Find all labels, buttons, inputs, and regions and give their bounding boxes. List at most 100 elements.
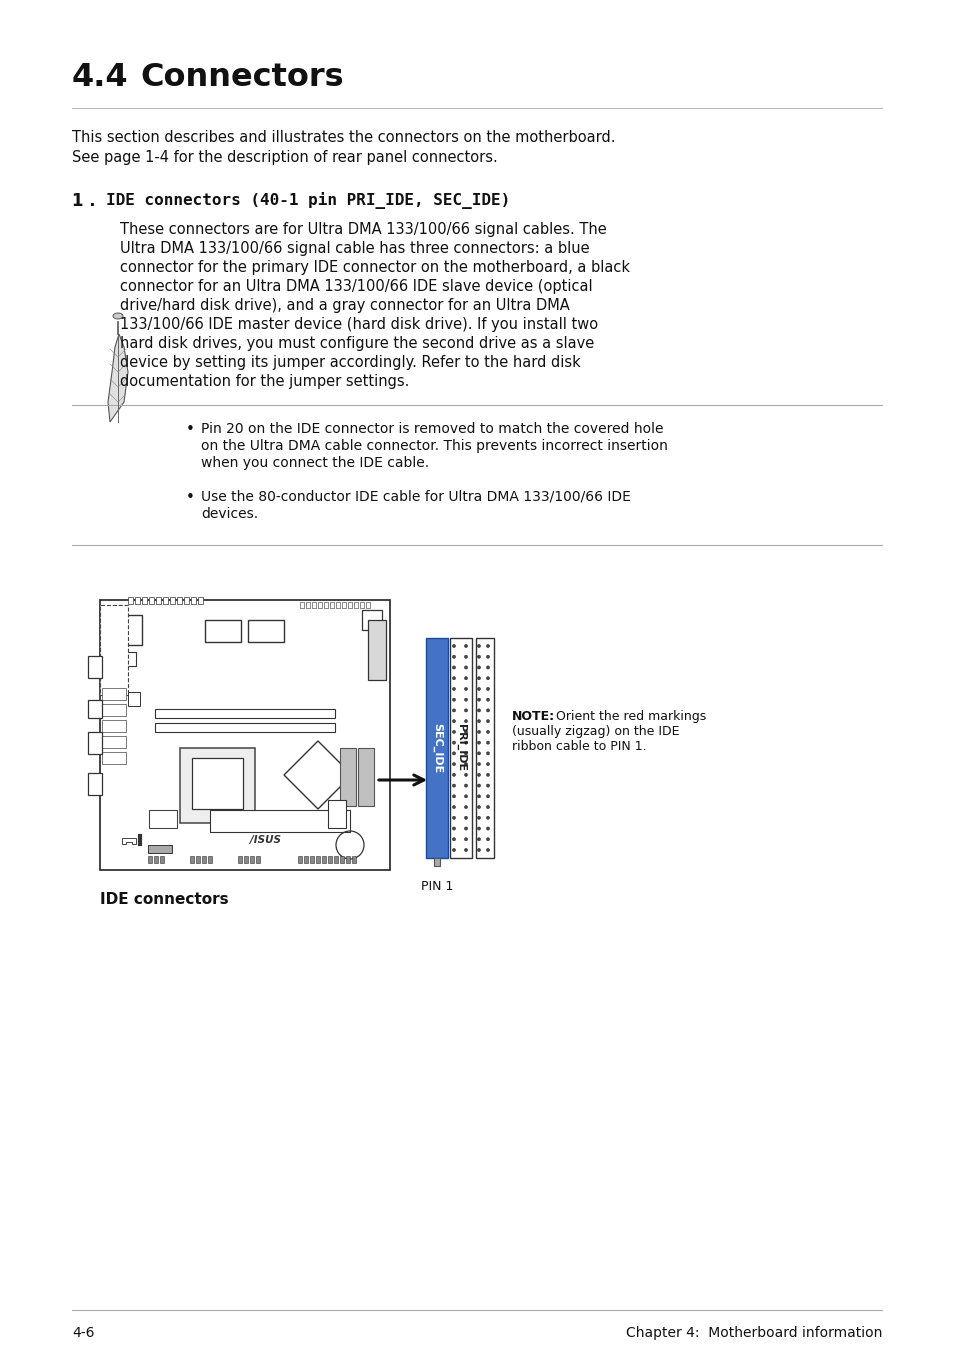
Bar <box>128 692 140 707</box>
Bar <box>210 811 350 832</box>
Circle shape <box>452 816 456 820</box>
Circle shape <box>486 688 489 690</box>
Bar <box>476 638 494 858</box>
Bar <box>154 709 335 717</box>
Text: PRI_IDE: PRI_IDE <box>456 724 466 771</box>
Circle shape <box>464 762 467 766</box>
Bar <box>450 638 472 858</box>
Bar <box>208 857 212 863</box>
Bar <box>339 748 355 807</box>
Bar <box>88 732 102 754</box>
Circle shape <box>486 816 489 820</box>
Bar <box>312 603 315 608</box>
Circle shape <box>464 784 467 788</box>
Circle shape <box>476 762 480 766</box>
Text: device by setting its jumper accordingly. Refer to the hard disk: device by setting its jumper accordingly… <box>120 355 580 370</box>
Circle shape <box>452 838 456 840</box>
Circle shape <box>486 698 489 701</box>
Bar <box>328 857 332 863</box>
Bar <box>149 597 153 604</box>
Circle shape <box>476 848 480 851</box>
Bar <box>366 603 370 608</box>
Circle shape <box>464 688 467 690</box>
Circle shape <box>476 827 480 830</box>
Circle shape <box>486 655 489 658</box>
Text: connector for the primary IDE connector on the motherboard, a black: connector for the primary IDE connector … <box>120 259 629 276</box>
Text: devices.: devices. <box>201 507 258 521</box>
Bar <box>118 653 136 666</box>
Polygon shape <box>108 334 128 422</box>
Circle shape <box>464 677 467 680</box>
Bar <box>156 597 161 604</box>
Circle shape <box>464 751 467 755</box>
Circle shape <box>476 805 480 809</box>
Circle shape <box>464 742 467 744</box>
Bar <box>160 857 164 863</box>
Text: Connectors: Connectors <box>140 62 343 93</box>
Bar <box>148 857 152 863</box>
Circle shape <box>464 644 467 647</box>
Bar <box>357 748 374 807</box>
Circle shape <box>486 720 489 723</box>
Text: IDE connectors: IDE connectors <box>100 892 229 907</box>
Polygon shape <box>122 838 136 844</box>
Bar <box>359 603 364 608</box>
Text: hard disk drives, you must configure the second drive as a slave: hard disk drives, you must configure the… <box>120 336 594 351</box>
Circle shape <box>476 688 480 690</box>
Circle shape <box>464 794 467 798</box>
Bar <box>100 605 128 694</box>
Circle shape <box>464 848 467 851</box>
Circle shape <box>476 666 480 669</box>
Circle shape <box>476 816 480 820</box>
Circle shape <box>452 644 456 647</box>
Circle shape <box>464 773 467 777</box>
Text: Ultra DMA 133/100/66 signal cable has three connectors: a blue: Ultra DMA 133/100/66 signal cable has th… <box>120 240 589 255</box>
Circle shape <box>486 709 489 712</box>
Bar <box>102 720 126 732</box>
Bar <box>88 657 102 678</box>
Circle shape <box>486 848 489 851</box>
Circle shape <box>452 794 456 798</box>
Bar <box>339 857 344 863</box>
Circle shape <box>452 848 456 851</box>
Bar <box>348 603 352 608</box>
Circle shape <box>452 762 456 766</box>
Text: on the Ultra DMA cable connector. This prevents incorrect insertion: on the Ultra DMA cable connector. This p… <box>201 439 667 453</box>
Bar <box>190 857 193 863</box>
Bar <box>102 753 126 765</box>
Bar <box>184 597 189 604</box>
Circle shape <box>476 698 480 701</box>
Bar <box>88 700 102 717</box>
Circle shape <box>452 751 456 755</box>
Circle shape <box>476 720 480 723</box>
Circle shape <box>452 698 456 701</box>
Text: /ISUS: /ISUS <box>250 835 281 844</box>
Circle shape <box>486 731 489 734</box>
Bar <box>322 857 326 863</box>
Circle shape <box>464 709 467 712</box>
Bar <box>324 603 328 608</box>
Circle shape <box>476 751 480 755</box>
Circle shape <box>464 805 467 809</box>
Text: connector for an Ultra DMA 133/100/66 IDE slave device (optical: connector for an Ultra DMA 133/100/66 ID… <box>120 280 592 295</box>
Bar <box>142 597 147 604</box>
Circle shape <box>464 838 467 840</box>
Bar <box>191 597 195 604</box>
Text: 4.4: 4.4 <box>71 62 129 93</box>
Polygon shape <box>284 740 352 809</box>
Circle shape <box>464 698 467 701</box>
Circle shape <box>486 644 489 647</box>
Bar <box>180 748 254 823</box>
Circle shape <box>464 731 467 734</box>
Circle shape <box>452 677 456 680</box>
Circle shape <box>486 805 489 809</box>
Bar <box>361 611 381 630</box>
Circle shape <box>452 720 456 723</box>
Text: See page 1-4 for the description of rear panel connectors.: See page 1-4 for the description of rear… <box>71 150 497 165</box>
Bar <box>177 597 182 604</box>
Text: These connectors are for Ultra DMA 133/100/66 signal cables. The: These connectors are for Ultra DMA 133/1… <box>120 222 606 236</box>
Text: Chapter 4:  Motherboard information: Chapter 4: Motherboard information <box>625 1325 882 1340</box>
Text: This section describes and illustrates the connectors on the motherboard.: This section describes and illustrates t… <box>71 130 615 145</box>
Bar <box>135 597 140 604</box>
Bar <box>153 857 158 863</box>
